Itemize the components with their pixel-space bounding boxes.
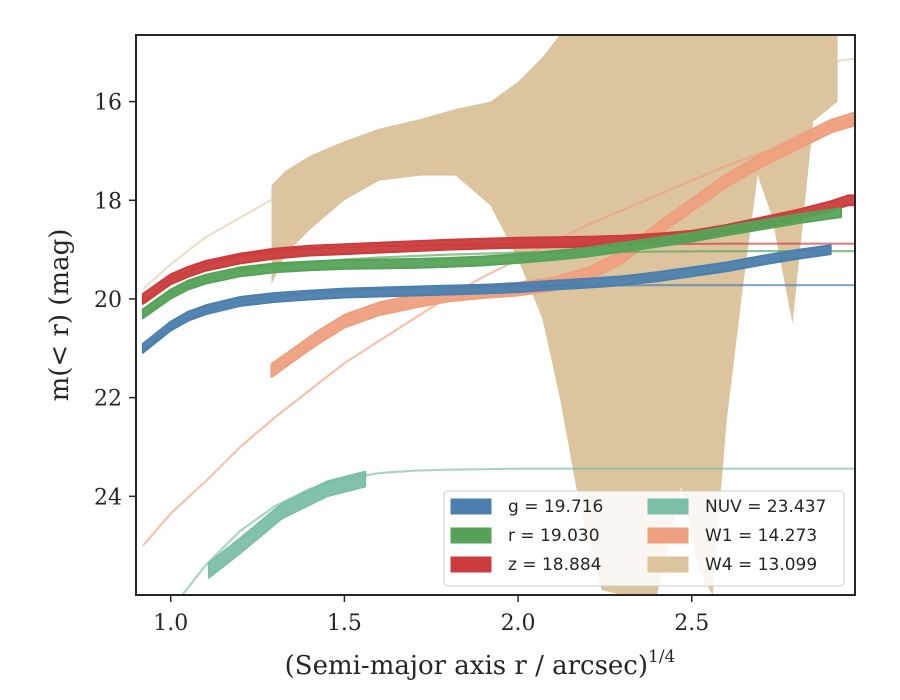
x-axis: 1.0 1.5 2.0 2.5: [153, 595, 709, 636]
legend-swatch-nuv: [647, 498, 689, 515]
legend-swatch-r: [450, 527, 492, 544]
x-tick-label: 1.0: [153, 611, 188, 636]
model-line-g: [142, 284, 855, 352]
data-layer: [141, 35, 855, 595]
x-tick-label: 2.5: [674, 611, 709, 636]
x-axis-label: (Semi-major axis r / arcsec)1/4: [285, 647, 676, 681]
y-tick-label: 18: [94, 189, 122, 214]
y-axis: 16 18 20 22 24: [94, 91, 136, 510]
model-line-nuv: [180, 467, 855, 595]
model-line-w4: [142, 57, 855, 290]
legend-label-w1: W1 = 14.273: [705, 526, 817, 546]
legend-label-r: r = 19.030: [508, 526, 600, 546]
y-axis-label: m(< r) (mag): [45, 229, 75, 402]
legend-swatch-w1: [647, 527, 689, 544]
band-g: [141, 244, 832, 354]
legend-label-nuv: NUV = 23.437: [705, 497, 826, 517]
legend-label-g: g = 19.716: [508, 497, 603, 517]
legend-swatch-g: [450, 498, 492, 515]
legend-swatch-z: [450, 556, 492, 573]
y-tick-label: 22: [94, 387, 122, 412]
band-nuv: [207, 470, 367, 579]
y-tick-label: 16: [94, 91, 122, 116]
band-w4: [271, 35, 838, 595]
model-line-w1: [142, 115, 855, 547]
x-tick-label: 2.0: [501, 611, 536, 636]
legend-frame: [443, 490, 845, 587]
x-tick-label: 1.5: [327, 611, 362, 636]
legend-label-w4: W4 = 13.099: [705, 555, 817, 575]
band-r: [141, 207, 843, 320]
model-line-r: [142, 250, 855, 318]
plot-frame: [135, 34, 856, 596]
y-tick-label: 24: [94, 485, 122, 510]
y-tick-label: 20: [94, 288, 122, 313]
legend-swatch-w4: [647, 556, 689, 573]
legend-label-z: z = 18.884: [508, 555, 601, 575]
legend: g = 19.716 r = 19.030 z = 18.884 NUV = 23.4…: [443, 490, 845, 587]
